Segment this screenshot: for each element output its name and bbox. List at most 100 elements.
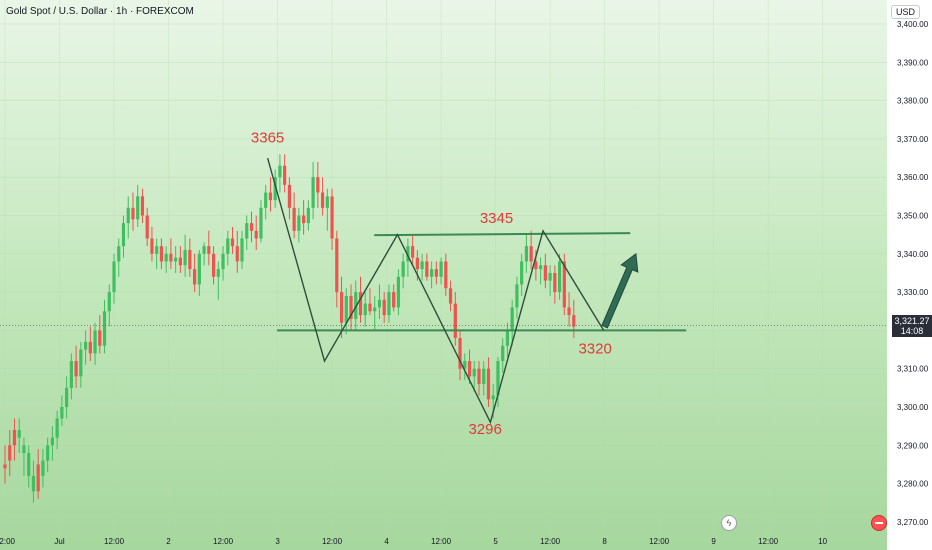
price-axis-background bbox=[887, 0, 932, 550]
candle-body bbox=[264, 192, 268, 208]
candle-body bbox=[46, 445, 50, 461]
candle-body bbox=[496, 361, 500, 396]
y-tick-label: 3,400.00 bbox=[897, 20, 929, 29]
candle-body bbox=[557, 261, 562, 293]
candle-body bbox=[453, 303, 457, 339]
candle-body bbox=[505, 330, 510, 346]
candle-body bbox=[396, 276, 401, 308]
candle-body bbox=[126, 207, 130, 224]
candle-body bbox=[155, 246, 159, 254]
x-tick-label: 12:00 bbox=[431, 537, 452, 546]
candle-body bbox=[245, 223, 249, 239]
x-tick-label: 12:00 bbox=[758, 537, 779, 546]
candle-body bbox=[83, 341, 88, 350]
pattern-path bbox=[266, 157, 605, 425]
candle-body bbox=[268, 192, 273, 201]
candle-body bbox=[221, 253, 225, 270]
x-tick-label: 5 bbox=[493, 537, 498, 546]
candle-body bbox=[240, 238, 244, 262]
candle-body bbox=[510, 307, 514, 331]
candle-body bbox=[22, 445, 26, 453]
candle-body bbox=[430, 269, 434, 277]
candle-body bbox=[472, 368, 476, 377]
resistance-line bbox=[374, 232, 631, 237]
candle-body bbox=[539, 265, 543, 270]
candle-body bbox=[254, 230, 258, 239]
candle-body bbox=[112, 261, 116, 293]
candle-body bbox=[387, 292, 391, 316]
candle-body bbox=[36, 464, 40, 492]
candle-body bbox=[311, 177, 315, 208]
candle-body bbox=[169, 253, 173, 262]
candle-body bbox=[320, 192, 325, 208]
candle-body bbox=[188, 249, 192, 270]
currency-label[interactable]: USD bbox=[890, 5, 920, 19]
candle-body bbox=[117, 246, 121, 262]
candle-body bbox=[65, 387, 69, 407]
candle-body bbox=[411, 246, 415, 258]
x-tick-label: 12:00 bbox=[649, 537, 670, 546]
candle-body bbox=[31, 475, 36, 492]
candle-body bbox=[131, 207, 135, 220]
chart-background bbox=[0, 0, 887, 550]
candle-body bbox=[567, 307, 571, 316]
candle-body bbox=[548, 272, 552, 281]
candle-body bbox=[302, 215, 306, 224]
candle-body bbox=[145, 215, 149, 239]
y-tick-label: 3,280.00 bbox=[897, 480, 929, 489]
candle-body bbox=[207, 246, 211, 254]
candle-body bbox=[401, 261, 405, 277]
x-tick-label: 4 bbox=[384, 537, 389, 546]
candle-body bbox=[486, 368, 491, 400]
candle-body bbox=[316, 177, 320, 193]
symbol-title[interactable]: Gold Spot / U.S. Dollar · 1h · FOREXCOM bbox=[6, 6, 194, 17]
flag-icon[interactable] bbox=[871, 515, 887, 531]
candle-body bbox=[373, 307, 377, 312]
candle-body bbox=[159, 246, 164, 262]
candle-body bbox=[434, 269, 438, 277]
y-tick-label: 3,300.00 bbox=[897, 403, 929, 412]
candle-body bbox=[543, 265, 547, 281]
candle-body bbox=[415, 257, 419, 270]
y-tick-label: 3,360.00 bbox=[897, 173, 929, 182]
price-annotation: 3320 bbox=[578, 340, 611, 357]
candle-body bbox=[392, 292, 396, 308]
candle-body bbox=[230, 238, 235, 247]
candle-body bbox=[102, 311, 107, 346]
candle-body bbox=[12, 429, 17, 446]
candle-body bbox=[17, 429, 21, 438]
y-tick-label: 3,370.00 bbox=[897, 135, 929, 144]
x-tick-label: 12:00 bbox=[540, 537, 561, 546]
candle-body bbox=[335, 238, 339, 293]
candle-body bbox=[60, 407, 64, 419]
candle-body bbox=[27, 452, 31, 476]
candle-body bbox=[448, 288, 453, 304]
y-tick-label: 3,310.00 bbox=[897, 365, 929, 374]
candle-body bbox=[358, 292, 363, 316]
candle-body bbox=[458, 338, 462, 369]
y-tick-label: 3,270.00 bbox=[897, 518, 929, 527]
candle-body bbox=[273, 177, 277, 201]
x-tick-label: 12:00 bbox=[213, 537, 234, 546]
candle-body bbox=[216, 269, 220, 277]
price-annotation: 3296 bbox=[468, 421, 501, 438]
candle-body bbox=[178, 257, 182, 266]
y-tick-label: 3,380.00 bbox=[897, 97, 929, 106]
candle-body bbox=[297, 215, 301, 231]
price-annotation: 3345 bbox=[480, 210, 513, 227]
candle-body bbox=[88, 341, 92, 354]
candle-body bbox=[79, 349, 83, 377]
candle-body bbox=[477, 368, 481, 385]
candle-body bbox=[463, 361, 467, 369]
candle-body bbox=[330, 196, 334, 239]
trend-arrow bbox=[601, 252, 639, 329]
candle-body bbox=[74, 361, 78, 377]
candle-body bbox=[292, 207, 296, 231]
lightning-icon[interactable]: ϟ bbox=[721, 515, 737, 531]
candle-body bbox=[197, 253, 201, 285]
candle-body bbox=[444, 261, 448, 289]
candle-body bbox=[259, 207, 263, 239]
current-price-badge: 3,321.27 14:08 bbox=[892, 315, 932, 337]
